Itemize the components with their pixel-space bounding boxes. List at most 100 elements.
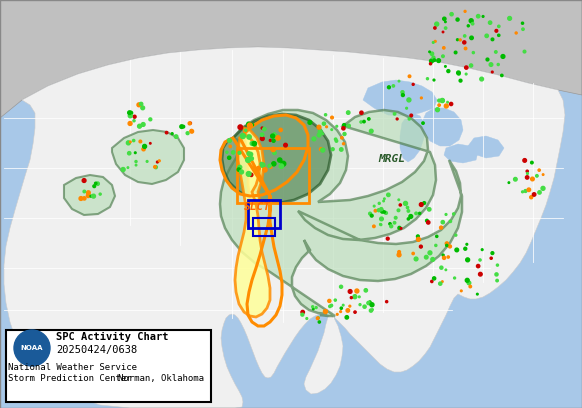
Circle shape <box>379 224 381 225</box>
Circle shape <box>249 152 253 156</box>
Circle shape <box>459 79 462 82</box>
Circle shape <box>315 307 317 308</box>
Text: MRGL: MRGL <box>378 154 405 164</box>
Circle shape <box>149 118 152 121</box>
Circle shape <box>363 120 365 123</box>
Circle shape <box>260 163 265 167</box>
Circle shape <box>497 64 499 66</box>
Circle shape <box>190 129 194 133</box>
Circle shape <box>246 171 251 176</box>
Circle shape <box>522 28 524 30</box>
Circle shape <box>441 99 444 102</box>
Circle shape <box>447 102 448 103</box>
Circle shape <box>238 151 241 154</box>
Circle shape <box>165 131 168 134</box>
Circle shape <box>301 313 304 316</box>
Circle shape <box>428 208 431 211</box>
Circle shape <box>445 66 446 67</box>
Circle shape <box>515 32 517 34</box>
Circle shape <box>240 133 246 139</box>
Circle shape <box>359 304 361 306</box>
Circle shape <box>86 194 90 197</box>
Circle shape <box>524 190 527 193</box>
Circle shape <box>354 295 356 297</box>
Circle shape <box>513 177 517 181</box>
Circle shape <box>432 42 434 43</box>
Circle shape <box>491 71 493 73</box>
Circle shape <box>533 193 536 196</box>
Circle shape <box>501 55 505 58</box>
Polygon shape <box>0 0 582 118</box>
Circle shape <box>127 167 129 169</box>
Circle shape <box>367 302 370 305</box>
Circle shape <box>331 304 333 307</box>
Circle shape <box>443 47 445 49</box>
Circle shape <box>496 279 498 282</box>
Circle shape <box>157 161 158 163</box>
Circle shape <box>363 305 366 308</box>
Circle shape <box>390 225 393 228</box>
Circle shape <box>470 64 473 67</box>
Circle shape <box>140 102 143 106</box>
Circle shape <box>495 29 498 32</box>
Circle shape <box>336 313 338 315</box>
Circle shape <box>486 58 489 61</box>
Circle shape <box>279 129 282 132</box>
Polygon shape <box>64 175 115 215</box>
Circle shape <box>141 122 145 126</box>
Text: SLCT: SLCT <box>244 202 271 212</box>
Circle shape <box>427 78 428 80</box>
Circle shape <box>93 185 95 188</box>
Circle shape <box>269 140 271 142</box>
Circle shape <box>324 310 328 314</box>
Circle shape <box>133 115 136 118</box>
Circle shape <box>425 220 428 222</box>
Circle shape <box>335 140 338 142</box>
Circle shape <box>477 15 480 18</box>
Circle shape <box>435 22 439 26</box>
Polygon shape <box>112 130 184 184</box>
Circle shape <box>229 145 232 148</box>
Circle shape <box>246 157 251 162</box>
Circle shape <box>399 204 402 206</box>
Circle shape <box>482 16 484 17</box>
Circle shape <box>260 137 264 140</box>
Polygon shape <box>468 136 504 158</box>
Circle shape <box>453 277 456 279</box>
Circle shape <box>508 182 510 184</box>
Circle shape <box>306 317 308 319</box>
Text: Norman, Oklahoma: Norman, Oklahoma <box>118 374 204 383</box>
Circle shape <box>531 161 533 164</box>
Circle shape <box>396 118 398 120</box>
Circle shape <box>274 134 278 137</box>
Circle shape <box>422 122 424 124</box>
Circle shape <box>317 133 321 137</box>
Circle shape <box>87 191 90 195</box>
Circle shape <box>481 249 483 251</box>
Circle shape <box>470 36 473 40</box>
Circle shape <box>334 299 336 301</box>
Circle shape <box>469 19 473 23</box>
Circle shape <box>459 39 461 41</box>
Circle shape <box>336 125 338 127</box>
Circle shape <box>247 135 251 139</box>
Circle shape <box>465 278 469 282</box>
Polygon shape <box>422 108 463 146</box>
Circle shape <box>445 213 447 215</box>
Circle shape <box>440 266 443 269</box>
Circle shape <box>340 307 342 309</box>
Circle shape <box>464 66 468 69</box>
Circle shape <box>418 212 421 215</box>
Circle shape <box>158 160 160 162</box>
Circle shape <box>446 244 448 246</box>
Circle shape <box>409 215 413 218</box>
Circle shape <box>417 235 419 238</box>
Circle shape <box>281 161 286 166</box>
Circle shape <box>429 51 430 53</box>
Circle shape <box>142 148 145 151</box>
Circle shape <box>508 16 512 20</box>
Circle shape <box>417 237 420 242</box>
Circle shape <box>355 289 359 293</box>
Circle shape <box>364 288 367 292</box>
Text: National Weather Service: National Weather Service <box>8 363 137 372</box>
